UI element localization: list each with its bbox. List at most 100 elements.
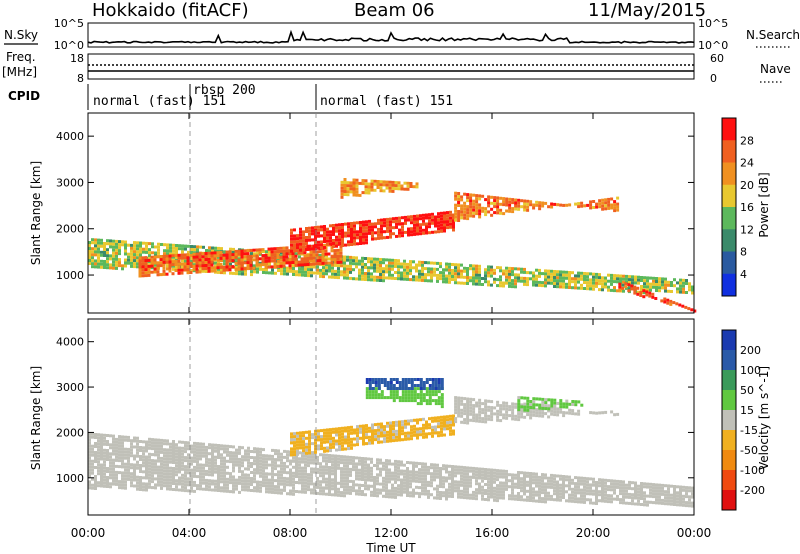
power-cell [346, 184, 350, 188]
velocity-cell [313, 470, 316, 474]
power-cell [472, 270, 475, 274]
power-cell [544, 284, 547, 288]
velocity-cell [181, 467, 184, 471]
velocity-cell [380, 434, 383, 438]
velocity-cell [226, 471, 229, 475]
velocity-cell [205, 487, 208, 491]
velocity-cell [523, 480, 526, 484]
velocity-cell [256, 453, 259, 457]
velocity-cell [241, 464, 244, 468]
velocity-cell [430, 463, 433, 467]
power-cell [332, 224, 335, 227]
power-cell [589, 206, 593, 210]
power-cell [382, 180, 386, 184]
velocity-cell [422, 393, 426, 397]
velocity-cell [205, 448, 208, 452]
velocity-cell [256, 483, 259, 487]
power-cell [94, 247, 97, 251]
power-cell [385, 276, 388, 280]
velocity-cell [286, 471, 289, 475]
velocity-cell [124, 447, 127, 451]
velocity-cell [439, 485, 442, 488]
power-cell [168, 254, 172, 258]
velocity-cell [394, 468, 397, 472]
velocity-cell [337, 460, 340, 464]
power-cell [361, 191, 365, 195]
power-cell [331, 266, 334, 270]
velocity-cell [622, 495, 625, 499]
velocity-cell [196, 463, 199, 467]
power-cell [538, 207, 542, 211]
velocity-cell [308, 442, 311, 446]
power-cell [138, 262, 142, 266]
velocity-cell [431, 425, 434, 429]
power-cell [639, 294, 643, 297]
velocity-cell [401, 387, 405, 390]
velocity-cell [331, 487, 334, 491]
power-cell [192, 264, 196, 268]
velocity-cell [97, 454, 100, 458]
velocity-cell [100, 433, 103, 437]
power-cell [469, 193, 473, 197]
power-cell [619, 280, 622, 284]
power-cell [434, 224, 437, 228]
power-cell [169, 243, 172, 247]
velocity-cell [163, 454, 166, 458]
velocity-cell [314, 441, 317, 445]
power-cell [370, 278, 373, 282]
power-cell [389, 232, 392, 236]
power-cell [356, 221, 359, 225]
power-cell [505, 200, 509, 204]
velocity-cell [365, 381, 369, 384]
power-cell [618, 282, 622, 286]
velocity-cell [323, 437, 326, 441]
velocity-cell [106, 434, 109, 437]
velocity-cell [412, 494, 415, 498]
power-cell [481, 209, 485, 213]
power-cell [452, 228, 455, 232]
power-cell [586, 284, 589, 288]
power-cell [409, 185, 413, 188]
velocity-cell [419, 399, 423, 403]
power-cell [437, 212, 440, 216]
power-cell [144, 274, 148, 278]
power-cell [370, 266, 373, 270]
velocity-cell [305, 436, 308, 440]
velocity-cell [166, 475, 169, 479]
power-cell [317, 246, 320, 250]
velocity-cell [160, 480, 163, 484]
power-cell [364, 179, 368, 183]
velocity-cell [232, 451, 235, 455]
power-cell [358, 193, 362, 197]
velocity-cell [307, 473, 310, 477]
velocity-cell [487, 498, 490, 502]
velocity-cell [386, 436, 389, 440]
velocity-cell [232, 481, 235, 485]
power-cell [201, 252, 205, 256]
velocity-cell [392, 399, 396, 403]
velocity-cell [379, 482, 382, 486]
velocity-cell [436, 484, 439, 488]
velocity-cell [538, 496, 541, 500]
power-cell [565, 276, 568, 280]
power-cell [454, 278, 457, 282]
velocity-cell [676, 497, 679, 501]
velocity-cell [343, 494, 346, 498]
velocity-cell [169, 457, 172, 461]
power-cell [195, 270, 199, 274]
velocity-cell [181, 461, 184, 465]
velocity-cell [100, 445, 103, 449]
velocity-cell [541, 491, 544, 495]
velocity-cell [343, 488, 346, 492]
power-cell [306, 254, 310, 257]
power-cell [395, 219, 398, 223]
velocity-cell [169, 466, 172, 470]
power-cell [484, 277, 487, 281]
power-cell [293, 234, 296, 238]
power-cell [290, 240, 293, 244]
velocity-cell [202, 466, 205, 470]
velocity-cell [478, 491, 481, 495]
velocity-cell [166, 484, 169, 488]
velocity-cell [586, 480, 589, 484]
power-cell [103, 248, 106, 251]
